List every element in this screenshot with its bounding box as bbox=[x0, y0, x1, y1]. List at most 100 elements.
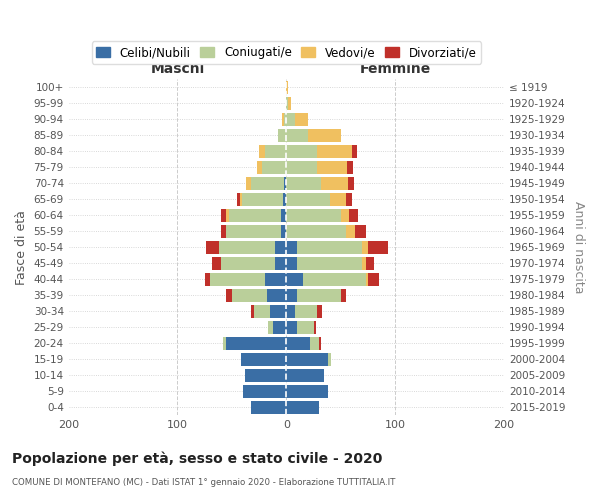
Bar bbox=[286, 352, 328, 366]
Bar bbox=[284, 176, 286, 190]
Bar bbox=[286, 192, 330, 205]
Bar bbox=[267, 288, 286, 302]
Text: Femmine: Femmine bbox=[359, 62, 431, 76]
Bar bbox=[262, 160, 286, 173]
Bar bbox=[286, 272, 302, 285]
Bar bbox=[251, 176, 284, 190]
Bar bbox=[286, 112, 295, 126]
Bar bbox=[221, 256, 275, 270]
Bar bbox=[366, 256, 374, 270]
Bar bbox=[302, 272, 366, 285]
Bar bbox=[238, 192, 239, 205]
Bar bbox=[341, 288, 346, 302]
Bar bbox=[226, 288, 232, 302]
Bar bbox=[226, 336, 286, 349]
Bar bbox=[297, 320, 314, 334]
Bar bbox=[368, 240, 388, 254]
Bar bbox=[205, 272, 210, 285]
Bar bbox=[297, 288, 341, 302]
Bar bbox=[362, 240, 368, 254]
Bar bbox=[286, 256, 297, 270]
Bar bbox=[352, 144, 357, 158]
Bar bbox=[226, 208, 229, 222]
Text: Maschi: Maschi bbox=[151, 62, 205, 76]
Y-axis label: Fasce di età: Fasce di età bbox=[15, 210, 28, 284]
Bar bbox=[314, 320, 316, 334]
Bar bbox=[239, 192, 242, 205]
Bar bbox=[229, 208, 281, 222]
Bar bbox=[295, 112, 308, 126]
Bar bbox=[242, 192, 283, 205]
Bar bbox=[286, 400, 319, 413]
Bar bbox=[265, 144, 286, 158]
Bar bbox=[245, 368, 286, 382]
Bar bbox=[206, 240, 219, 254]
Bar bbox=[212, 256, 221, 270]
Bar bbox=[286, 368, 325, 382]
Bar bbox=[346, 192, 352, 205]
Bar bbox=[310, 336, 319, 349]
Bar bbox=[243, 384, 286, 398]
Bar bbox=[241, 352, 286, 366]
Bar bbox=[289, 96, 290, 110]
Bar bbox=[286, 176, 321, 190]
Bar bbox=[319, 336, 321, 349]
Bar bbox=[347, 160, 353, 173]
Bar bbox=[265, 272, 286, 285]
Bar bbox=[210, 272, 265, 285]
Bar bbox=[278, 128, 286, 141]
Bar bbox=[281, 208, 286, 222]
Bar bbox=[286, 384, 328, 398]
Bar bbox=[341, 208, 349, 222]
Bar bbox=[368, 272, 379, 285]
Bar bbox=[251, 304, 254, 318]
Bar bbox=[330, 192, 346, 205]
Bar bbox=[223, 336, 226, 349]
Bar bbox=[286, 304, 295, 318]
Bar bbox=[282, 112, 284, 126]
Bar bbox=[317, 160, 347, 173]
Bar bbox=[219, 240, 275, 254]
Bar bbox=[286, 96, 289, 110]
Bar bbox=[221, 208, 226, 222]
Bar bbox=[286, 208, 341, 222]
Bar bbox=[355, 224, 366, 237]
Bar bbox=[281, 224, 286, 237]
Bar bbox=[268, 320, 273, 334]
Bar bbox=[273, 320, 286, 334]
Bar bbox=[226, 224, 281, 237]
Legend: Celibi/Nubili, Coniugati/e, Vedovi/e, Divorziati/e: Celibi/Nubili, Coniugati/e, Vedovi/e, Di… bbox=[92, 42, 481, 64]
Bar bbox=[317, 144, 352, 158]
Bar bbox=[286, 288, 297, 302]
Bar bbox=[286, 336, 310, 349]
Bar bbox=[317, 304, 322, 318]
Bar bbox=[297, 240, 362, 254]
Bar bbox=[246, 176, 251, 190]
Text: COMUNE DI MONTEFANO (MC) - Dati ISTAT 1° gennaio 2020 - Elaborazione TUTTITALIA.: COMUNE DI MONTEFANO (MC) - Dati ISTAT 1°… bbox=[12, 478, 395, 487]
Bar bbox=[221, 224, 226, 237]
Bar bbox=[308, 128, 341, 141]
Bar bbox=[295, 304, 317, 318]
Bar bbox=[257, 160, 262, 173]
Bar bbox=[232, 288, 267, 302]
Bar bbox=[286, 128, 308, 141]
Bar bbox=[259, 144, 265, 158]
Bar bbox=[286, 320, 297, 334]
Bar bbox=[251, 400, 286, 413]
Bar bbox=[275, 240, 286, 254]
Bar bbox=[286, 224, 346, 237]
Bar bbox=[366, 272, 368, 285]
Bar bbox=[286, 160, 317, 173]
Bar bbox=[284, 112, 286, 126]
Bar bbox=[254, 304, 270, 318]
Bar bbox=[349, 208, 358, 222]
Bar bbox=[349, 176, 354, 190]
Bar bbox=[321, 176, 349, 190]
Bar bbox=[286, 144, 317, 158]
Bar bbox=[297, 256, 362, 270]
Y-axis label: Anni di nascita: Anni di nascita bbox=[572, 201, 585, 294]
Bar bbox=[346, 224, 355, 237]
Bar bbox=[270, 304, 286, 318]
Bar bbox=[328, 352, 331, 366]
Bar bbox=[286, 240, 297, 254]
